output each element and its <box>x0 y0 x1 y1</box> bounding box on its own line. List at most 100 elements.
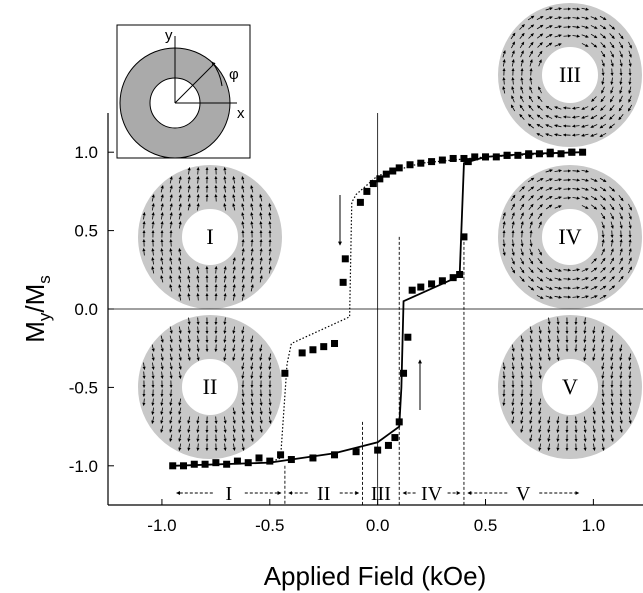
spin-arrow <box>628 77 632 86</box>
spin-arrow <box>628 257 632 265</box>
spin-arrow <box>241 344 245 352</box>
spin-arrow <box>618 266 624 274</box>
data-point <box>428 280 436 288</box>
spin-arrow <box>529 416 533 424</box>
spin-arrow <box>160 416 164 424</box>
spin-arrow <box>528 95 534 103</box>
spin-arrow <box>250 407 254 415</box>
spin-arrow <box>619 77 623 86</box>
spin-arrow <box>627 266 633 274</box>
spin-arrow <box>545 267 553 273</box>
spin-arrow <box>187 335 191 343</box>
region-label: I <box>225 483 232 505</box>
data-point <box>449 274 457 282</box>
spin-arrow <box>178 416 182 424</box>
spin-arrow <box>538 416 542 424</box>
spin-arrow <box>528 195 534 201</box>
spin-arrow <box>178 194 182 202</box>
y-tick-label: 1.0 <box>74 143 98 162</box>
spin-arrow <box>528 33 534 39</box>
spin-arrow <box>528 186 535 192</box>
spin-arrow <box>572 178 581 182</box>
spin-arrow <box>187 203 191 211</box>
spin-arrow <box>160 248 164 256</box>
spin-arrow <box>502 248 506 256</box>
data-point <box>382 170 390 178</box>
spin-arrow <box>609 114 615 120</box>
spin-arrow <box>547 317 551 325</box>
spin-arrow <box>169 335 173 343</box>
spin-arrow <box>619 416 623 424</box>
spin-arrow <box>538 362 542 370</box>
spin-arrow <box>547 416 551 424</box>
spin-arrow <box>223 344 227 352</box>
spin-arrow <box>151 344 155 352</box>
spin-arrow <box>142 362 146 370</box>
spin-arrow <box>169 353 173 361</box>
spin-arrow <box>563 34 572 38</box>
spin-arrow <box>151 416 155 424</box>
spin-arrow <box>601 59 605 67</box>
spin-arrow <box>628 362 632 370</box>
spin-arrow <box>169 194 173 202</box>
spin-arrow <box>241 326 245 334</box>
spin-arrow <box>520 371 524 380</box>
data-point <box>339 278 347 286</box>
spin-arrow <box>160 362 164 370</box>
spin-arrow <box>610 59 614 67</box>
spin-arrow <box>554 178 562 182</box>
data-point <box>404 333 412 341</box>
spin-arrow <box>592 335 596 343</box>
spin-arrow <box>259 220 263 229</box>
spin-arrow <box>169 407 173 415</box>
spin-arrow <box>510 194 516 202</box>
spin-arrow <box>599 132 607 138</box>
spin-arrow <box>529 86 533 94</box>
spin-arrow <box>609 186 616 192</box>
inset-angle-arrow <box>211 61 223 87</box>
spin-arrow <box>520 257 524 265</box>
spin-arrow <box>187 326 191 334</box>
spin-arrow <box>628 203 632 211</box>
spin-arrow <box>554 34 562 38</box>
spin-arrow <box>592 425 596 433</box>
spin-arrow <box>520 248 524 256</box>
spin-arrow <box>187 353 191 361</box>
spin-arrow <box>619 425 623 433</box>
data-point <box>341 255 349 263</box>
spin-arrow <box>241 284 245 292</box>
spin-arrow <box>250 257 254 265</box>
spin-arrow <box>554 268 562 272</box>
spin-arrow <box>592 353 596 361</box>
spin-arrow <box>519 203 525 211</box>
spin-arrow <box>196 416 200 424</box>
x-tick-label: 0.0 <box>366 516 390 535</box>
spin-arrow <box>169 221 173 229</box>
spin-arrow <box>520 212 524 220</box>
spin-arrow <box>601 434 605 442</box>
spin-arrow <box>250 434 254 442</box>
spin-arrow <box>169 266 173 274</box>
spin-arrow <box>187 185 191 193</box>
spin-arrow <box>511 344 515 352</box>
data-point <box>369 180 377 188</box>
spin-arrow <box>259 194 263 202</box>
spin-arrow <box>169 416 173 424</box>
spin-arrow <box>241 194 245 202</box>
spin-arrow <box>169 248 173 256</box>
spin-arrow <box>529 221 533 229</box>
spin-arrow <box>545 33 553 39</box>
spin-arrow <box>628 416 632 424</box>
spin-arrow <box>250 335 254 343</box>
spin-arrow <box>591 258 597 264</box>
spin-arrow <box>250 221 254 229</box>
spin-arrow <box>583 344 587 352</box>
spin-arrow <box>537 204 543 210</box>
spin-arrow <box>572 106 580 110</box>
spin-arrow <box>609 24 616 30</box>
spin-arrow <box>151 353 155 361</box>
spin-arrow <box>601 443 605 451</box>
spin-arrow <box>223 266 227 274</box>
spin-arrow <box>527 285 535 291</box>
spin-arrow <box>196 434 200 443</box>
